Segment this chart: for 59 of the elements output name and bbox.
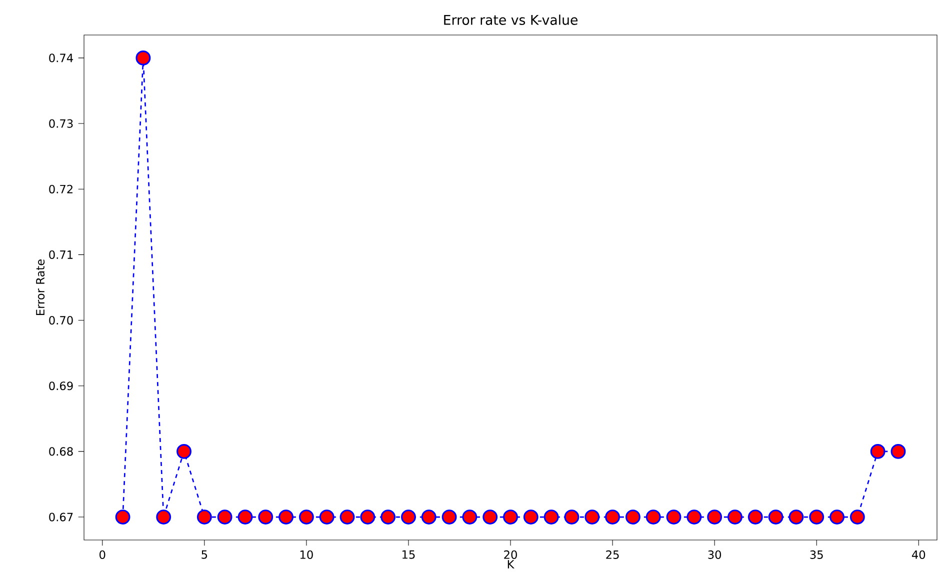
point xyxy=(748,510,763,524)
x-tick-label: 15 xyxy=(402,550,415,559)
x-tick-label: 25 xyxy=(606,550,619,559)
point xyxy=(115,510,130,524)
point xyxy=(360,510,376,524)
point xyxy=(401,510,416,524)
point xyxy=(890,444,906,459)
point xyxy=(686,510,702,524)
y-tick-label: 0.70 xyxy=(49,316,73,325)
x-tick-label: 10 xyxy=(300,550,313,559)
point xyxy=(380,510,396,524)
x-tick-label: 0 xyxy=(100,550,106,559)
point xyxy=(238,510,253,524)
point xyxy=(298,510,314,524)
x-axis-title: K xyxy=(508,560,514,568)
point xyxy=(156,510,172,524)
chart-title: Error rate vs K-value xyxy=(444,14,578,25)
point xyxy=(646,510,661,524)
point xyxy=(584,510,600,524)
point xyxy=(666,510,682,524)
point xyxy=(136,50,151,66)
x-tick-label: 20 xyxy=(504,550,517,559)
point xyxy=(340,510,355,524)
y-tick-label: 0.71 xyxy=(49,250,73,259)
x-tick-label: 30 xyxy=(708,550,722,559)
point xyxy=(196,510,212,524)
point xyxy=(728,510,742,524)
point xyxy=(523,510,538,524)
point xyxy=(625,510,640,524)
point xyxy=(319,510,334,524)
x-tick-label: 5 xyxy=(202,550,208,559)
point xyxy=(707,510,722,524)
point xyxy=(809,510,824,524)
x-tick-label: 35 xyxy=(810,550,823,559)
point xyxy=(217,510,232,524)
x-tick-label: 40 xyxy=(912,550,926,559)
point xyxy=(258,510,274,524)
point xyxy=(421,510,436,524)
y-tick-label: 0.73 xyxy=(49,119,73,128)
y-tick-label: 0.68 xyxy=(49,447,73,456)
y-tick-label: 0.72 xyxy=(49,184,72,194)
point xyxy=(544,510,559,524)
y-tick-label: 0.69 xyxy=(49,382,73,390)
point xyxy=(605,510,620,524)
point xyxy=(850,510,865,524)
point xyxy=(830,510,844,524)
point xyxy=(176,444,192,459)
point xyxy=(870,444,886,459)
point xyxy=(462,510,478,524)
point xyxy=(564,510,580,524)
point xyxy=(503,510,518,524)
point xyxy=(442,510,457,524)
y-axis-title: Error Rate xyxy=(36,259,45,315)
point xyxy=(768,510,784,524)
point xyxy=(788,510,804,524)
y-tick-label: 0.74 xyxy=(49,54,73,62)
point xyxy=(482,510,498,524)
y-tick-label: 0.67 xyxy=(49,512,73,522)
point xyxy=(278,510,294,524)
